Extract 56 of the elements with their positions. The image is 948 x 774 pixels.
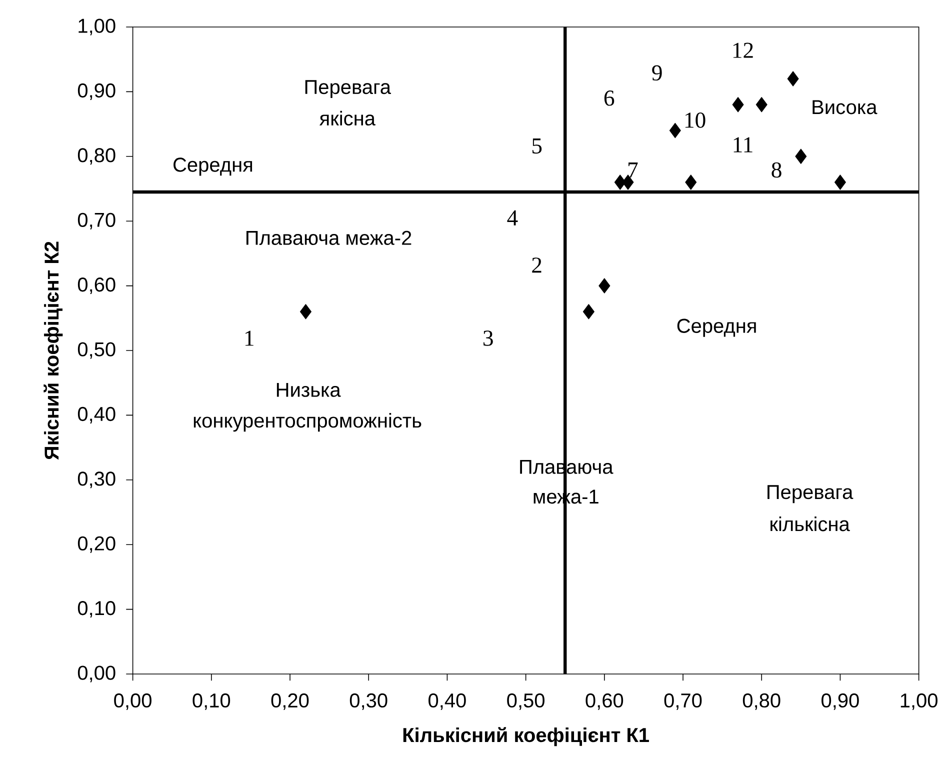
point xyxy=(582,304,594,320)
x-tick-label: 1,00 xyxy=(900,693,938,710)
x-tick-label: 0,50 xyxy=(507,693,544,710)
annotation: Висока xyxy=(812,100,878,114)
annotation: 1 xyxy=(245,330,254,346)
annotation: кількісна xyxy=(770,516,850,532)
x-tick-label: 0,20 xyxy=(271,693,309,710)
annotation: 12 xyxy=(733,42,753,58)
point xyxy=(756,97,768,112)
point xyxy=(787,71,799,86)
annotation: Середня xyxy=(174,158,252,176)
x-tick-label: 0,30 xyxy=(350,693,388,710)
x-tick-label: 0,60 xyxy=(586,693,624,710)
annotation: 6 xyxy=(604,90,614,106)
y-tick-label: 1,00 xyxy=(78,18,116,36)
annotation: 11 xyxy=(734,137,752,152)
point xyxy=(300,304,312,320)
y-tick-label: 0,00 xyxy=(78,666,116,682)
y-tick-label: 0,10 xyxy=(78,601,116,618)
annotation: 10 xyxy=(685,112,706,128)
x-tick-label: 0,70 xyxy=(664,693,702,710)
annotation: 5 xyxy=(532,138,542,154)
y-tick-label: 0,30 xyxy=(78,472,116,488)
x-axis-title: Кількісний коефіцієнт К1 xyxy=(403,727,649,746)
annotation: 7 xyxy=(628,162,638,178)
annotation: 4 xyxy=(507,210,518,226)
annotation: якісна xyxy=(319,110,376,126)
point xyxy=(732,97,744,112)
annotation: Перевага xyxy=(305,80,392,98)
annotation: 9 xyxy=(652,65,662,81)
x-tick-label: 0,80 xyxy=(742,693,780,710)
annotation: Плаваюча межа-2 xyxy=(246,230,412,245)
annotation: 8 xyxy=(772,162,782,178)
point xyxy=(795,148,807,164)
annotation: 2 xyxy=(532,258,542,273)
y-tick-label: 0,50 xyxy=(78,342,116,359)
x-tick-label: 0,40 xyxy=(428,693,466,710)
annotation: Перевага xyxy=(768,485,854,504)
y-tick-label: 0,40 xyxy=(78,406,116,424)
point xyxy=(669,122,681,138)
y-tick-label: 0,90 xyxy=(78,83,116,100)
y-tick-label: 0,70 xyxy=(78,212,116,230)
y-tick-label: 0,60 xyxy=(78,278,116,294)
point xyxy=(598,278,610,294)
annotation: 3 xyxy=(483,330,493,346)
point xyxy=(834,174,846,190)
y-tick-label: 0,20 xyxy=(78,536,116,553)
y-tick-label: 0,80 xyxy=(78,148,116,165)
annotation: Низька xyxy=(276,382,341,397)
annotation: Середня xyxy=(677,318,756,337)
x-tick-label: 0,10 xyxy=(192,693,230,710)
y-axis-title: Якісний коефіцієнт К2 xyxy=(44,242,63,460)
annotation: конкурентоспроможність xyxy=(194,412,422,432)
x-tick-label: 0,90 xyxy=(822,693,859,710)
point xyxy=(685,174,697,190)
x-tick-label: 0,00 xyxy=(114,693,152,710)
